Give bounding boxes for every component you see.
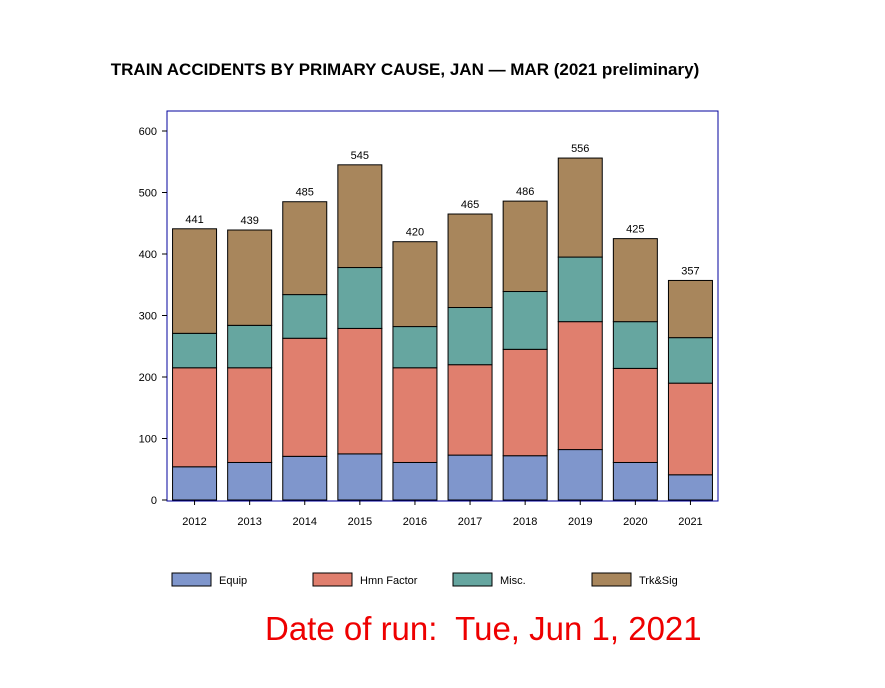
legend-label: Hmn Factor	[360, 575, 418, 587]
legend-swatch-hmn-factor	[312, 572, 353, 587]
bar-total-label: 439	[240, 215, 258, 227]
bar-segment-2012-trk-sig	[172, 228, 218, 334]
bar-segment-2015-equip	[337, 453, 383, 501]
bar-segment-2021-hmn-factor	[667, 382, 713, 476]
bar-segment-2013-trk-sig	[227, 229, 273, 326]
bar-segment-2013-hmn-factor	[227, 367, 273, 463]
bar-segment-2016-equip	[392, 461, 438, 501]
bar-segment-2016-hmn-factor	[392, 367, 438, 463]
bar-segment-2017-trk-sig	[447, 213, 493, 309]
bars: 441 439 485 545 420 465 486 556 425 357	[172, 143, 713, 501]
bar-segment-2017-misc-	[447, 307, 493, 366]
bar-segment-2013-equip	[227, 461, 273, 501]
bar-segment-2017-equip	[447, 454, 493, 501]
bar-segment-2020-misc-	[612, 321, 658, 369]
y-tick-label: 400	[139, 249, 157, 261]
bar-total-label: 357	[681, 265, 699, 277]
x-tick-label: 2019	[568, 516, 592, 528]
bar-segment-2015-hmn-factor	[337, 327, 383, 455]
x-tick-label: 2017	[458, 516, 482, 528]
bar-segment-2020-equip	[612, 461, 658, 501]
bar-total-label: 420	[406, 227, 424, 239]
legend-label: Equip	[219, 575, 247, 587]
bar-segment-2016-misc-	[392, 326, 438, 369]
x-tick-label: 2014	[293, 516, 317, 528]
bar-segment-2018-equip	[502, 455, 548, 501]
y-axis: 0 100 200 300 400 500 600	[139, 126, 167, 507]
bar-total-label: 486	[516, 186, 534, 198]
legend-swatch-misc-	[452, 572, 493, 587]
legend-swatch-equip	[171, 572, 212, 587]
bar-segment-2014-trk-sig	[282, 201, 328, 296]
bar-segment-2015-trk-sig	[337, 164, 383, 269]
legend-label: Trk&Sig	[639, 575, 678, 587]
y-tick-label: 500	[139, 188, 157, 200]
bar-segment-2012-misc-	[172, 332, 218, 369]
bar-segment-2019-hmn-factor	[557, 321, 603, 451]
bar-segment-2019-equip	[557, 449, 603, 501]
bar-segment-2018-trk-sig	[502, 200, 548, 293]
plot-frame	[166, 110, 719, 502]
bar-segment-2014-equip	[282, 455, 328, 501]
legend-swatch-trk-sig	[591, 572, 632, 587]
bar-total-label: 425	[626, 224, 644, 236]
x-tick-label: 2021	[678, 516, 702, 528]
bar-segment-2019-misc-	[557, 256, 603, 323]
bar-segment-2012-equip	[172, 466, 218, 501]
run-date-text: Date of run: Tue, Jun 1, 2021	[265, 610, 702, 647]
bar-segment-2016-trk-sig	[392, 241, 438, 328]
bar-total-label: 465	[461, 199, 479, 211]
legend: Equip Hmn Factor Misc. Trk&Sig	[171, 572, 678, 587]
legend-label: Misc.	[500, 575, 526, 587]
x-tick-label: 2012	[182, 516, 206, 528]
bar-segment-2020-trk-sig	[612, 238, 658, 323]
x-axis: 2012 2013 2014 2015 2016 2017 2018 2019 2020 2021	[182, 500, 703, 528]
bar-segment-2021-trk-sig	[667, 279, 713, 339]
bar-segment-2021-misc-	[667, 337, 713, 384]
bar-segment-2018-hmn-factor	[502, 348, 548, 457]
bar-segment-2017-hmn-factor	[447, 364, 493, 456]
bar-total-label: 441	[185, 214, 203, 226]
x-tick-label: 2015	[348, 516, 372, 528]
x-tick-label: 2013	[237, 516, 261, 528]
y-tick-label: 300	[139, 311, 157, 323]
x-tick-label: 2016	[403, 516, 427, 528]
bar-segment-2014-hmn-factor	[282, 337, 328, 457]
bar-segment-2019-trk-sig	[557, 157, 603, 258]
bar-segment-2014-misc-	[282, 294, 328, 339]
y-tick-label: 100	[139, 434, 157, 446]
chart-title: TRAIN ACCIDENTS BY PRIMARY CAUSE, JAN — …	[110, 60, 700, 79]
bar-total-label: 485	[296, 187, 314, 199]
y-tick-label: 0	[151, 495, 157, 507]
bar-segment-2020-hmn-factor	[612, 367, 658, 463]
bar-total-label: 545	[351, 150, 369, 162]
bar-segment-2018-misc-	[502, 291, 548, 350]
bar-segment-2015-misc-	[337, 267, 383, 329]
x-tick-label: 2018	[513, 516, 537, 528]
bar-segment-2013-misc-	[227, 324, 273, 369]
x-tick-label: 2020	[623, 516, 647, 528]
bar-total-label: 556	[571, 143, 589, 155]
y-tick-label: 600	[139, 126, 157, 138]
y-tick-label: 200	[139, 372, 157, 384]
bar-segment-2021-equip	[667, 474, 713, 501]
bar-segment-2012-hmn-factor	[172, 367, 218, 468]
